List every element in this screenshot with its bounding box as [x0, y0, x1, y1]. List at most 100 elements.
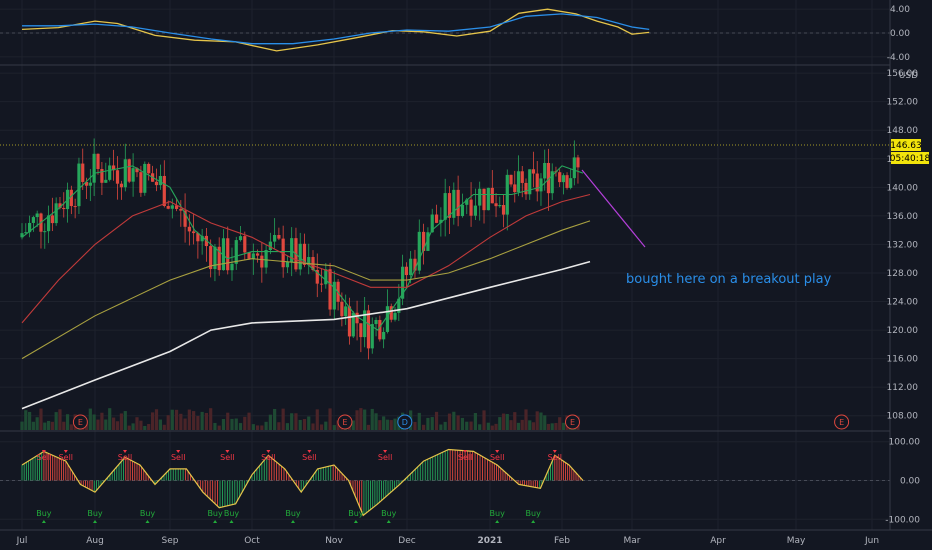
- volume-bar: [558, 417, 562, 430]
- candle-body: [54, 203, 58, 224]
- candle-body: [447, 193, 452, 218]
- volume-bar: [46, 420, 51, 430]
- price-y-tick-label: 108.00: [887, 412, 919, 422]
- volume-bar: [460, 417, 465, 430]
- volume-bar: [543, 415, 547, 430]
- volume-bar: [143, 425, 147, 430]
- volume-bar: [20, 421, 24, 430]
- price-y-tick-label: 128.00: [887, 269, 919, 279]
- sell-signal-label: Sell: [37, 453, 51, 462]
- candle-body: [469, 199, 473, 216]
- volume-bar: [370, 408, 374, 430]
- candle-body: [27, 222, 32, 233]
- candle-body: [539, 178, 543, 192]
- volume-bar: [393, 418, 397, 430]
- buy-signal-label: Buy: [490, 509, 506, 518]
- candle-body: [302, 243, 307, 265]
- x-tick-label: Nov: [325, 536, 343, 546]
- candle-body: [104, 179, 108, 183]
- annotation-text: bought here on a breakout play: [626, 272, 832, 287]
- buy-signal-label: Buy: [526, 509, 542, 518]
- candle-body: [382, 331, 386, 340]
- candle-body: [452, 189, 456, 218]
- volume-bar: [332, 425, 336, 430]
- volume-bar: [417, 412, 421, 430]
- dividend-event-marker: [397, 414, 413, 430]
- candle-body: [572, 157, 576, 179]
- price-y-tick-label: 152.00: [887, 98, 919, 108]
- volume-bar: [255, 425, 260, 430]
- candle-body: [179, 208, 183, 211]
- candle-body: [558, 172, 562, 183]
- candle-body: [359, 323, 363, 338]
- sell-signal-marker: [41, 450, 46, 453]
- candle-body: [247, 252, 251, 259]
- buy-signal-label: Buy: [36, 509, 52, 518]
- candle-body: [174, 205, 179, 209]
- candle-body: [494, 203, 498, 207]
- moving-average-line: [21, 165, 584, 331]
- volume-bar: [243, 416, 247, 430]
- volume-bar: [179, 413, 183, 430]
- volume-bar: [505, 414, 509, 430]
- volume-bar: [554, 423, 558, 430]
- candle-body: [273, 235, 277, 242]
- volume-bar: [158, 419, 162, 430]
- volume-bar: [100, 412, 104, 430]
- candle-body: [43, 231, 47, 233]
- x-tick-label: Dec: [398, 536, 415, 546]
- volume-bar: [139, 420, 143, 430]
- volume-bar: [498, 417, 502, 430]
- osc-y-tick-label: 4.00: [890, 5, 910, 15]
- candle-body: [209, 246, 213, 270]
- candle-body: [319, 283, 324, 285]
- volume-bar: [162, 424, 166, 430]
- signal-y-tick-label: 0.00: [900, 477, 920, 487]
- candle-body: [561, 175, 565, 183]
- volume-bar: [290, 413, 294, 430]
- candle-body: [417, 231, 421, 271]
- volume-bar: [147, 424, 151, 430]
- sell-signal-label: Sell: [118, 453, 132, 462]
- buy-signal-label: Buy: [381, 509, 397, 518]
- volume-bar: [58, 409, 62, 430]
- volume-bar: [359, 408, 363, 430]
- candle-body: [143, 163, 147, 193]
- candle-body: [100, 169, 104, 183]
- x-tick-label: 2021: [477, 536, 502, 546]
- price-y-tick-label: 140.00: [887, 183, 919, 193]
- volume-bar: [336, 420, 340, 430]
- candle-body: [243, 236, 247, 253]
- volume-bar: [443, 421, 447, 430]
- sell-signal-label: Sell: [59, 453, 73, 462]
- candle-body: [378, 319, 382, 340]
- signal-line: [21, 448, 584, 517]
- candle-body: [528, 169, 532, 195]
- volume-bar: [469, 421, 473, 430]
- buy-signal-label: Buy: [207, 509, 223, 518]
- volume-bar: [422, 424, 426, 430]
- candle-body: [385, 306, 390, 332]
- candle-body: [127, 159, 131, 182]
- sell-signal-marker: [495, 450, 500, 453]
- candle-body: [183, 210, 187, 227]
- volume-bar: [482, 410, 486, 430]
- price-y-tick-label: 136.00: [887, 212, 919, 222]
- sell-signal-label: Sell: [548, 453, 562, 462]
- buy-signal-label: Buy: [87, 509, 103, 518]
- volume-bar: [273, 408, 277, 430]
- volume-bar: [366, 424, 371, 430]
- volume-bar: [62, 421, 66, 430]
- candle-body: [277, 235, 281, 239]
- volume-bar: [151, 412, 155, 430]
- volume-bar: [319, 424, 324, 430]
- volume-bar: [447, 413, 452, 430]
- volume-bar: [50, 421, 54, 430]
- candle-body: [413, 258, 417, 271]
- candle-body: [389, 306, 393, 320]
- candle-body: [58, 203, 62, 208]
- volume-bar: [561, 422, 565, 430]
- candle-body: [221, 238, 226, 271]
- x-tick-label: Jul: [16, 536, 28, 546]
- candle-body: [565, 175, 569, 188]
